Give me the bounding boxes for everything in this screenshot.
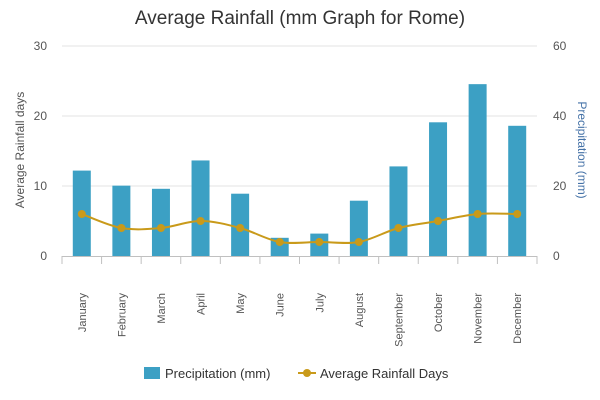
rainfall-days-point <box>394 224 403 232</box>
x-tick-label: May <box>235 293 247 314</box>
legend-bar-swatch <box>144 367 160 379</box>
x-tick-label: September <box>393 293 405 347</box>
precipitation-bar <box>508 125 527 256</box>
x-tick-label: December <box>512 293 524 344</box>
precipitation-bar <box>429 122 448 256</box>
rainfall-days-point <box>513 210 522 218</box>
chart-title: Average Rainfall (mm Graph for Rome) <box>135 8 465 29</box>
left-axis-ticks: 0 10 20 30 <box>34 39 48 263</box>
rainfall-days-path <box>81 212 518 245</box>
rainfall-days-point <box>77 210 86 218</box>
rainfall-days-point <box>315 238 324 246</box>
rainfall-days-point <box>236 224 245 232</box>
x-tick-label: August <box>354 293 366 327</box>
right-tick-label: 40 <box>553 109 567 123</box>
gridlines <box>62 45 537 187</box>
rainfall-days-point <box>473 210 482 218</box>
x-tick-label: February <box>116 293 128 338</box>
legend-rainfall-days[interactable]: Average Rainfall Days <box>320 366 449 381</box>
x-tick-label: January <box>77 293 89 333</box>
right-axis-label: Precipitation (mm) <box>575 101 589 198</box>
precipitation-bars <box>72 84 527 257</box>
rainfall-days-point <box>196 217 205 225</box>
left-axis-label: Average Rainfall days <box>13 92 27 209</box>
precipitation-bar <box>389 166 408 256</box>
left-tick-label: 10 <box>34 179 48 193</box>
x-axis: January February March April May June July Augu… <box>61 256 538 347</box>
rainfall-days-point <box>156 224 165 232</box>
precipitation-bar <box>151 188 170 256</box>
legend-precipitation[interactable]: Precipitation (mm) <box>165 366 270 381</box>
left-tick-label: 20 <box>34 109 48 123</box>
right-tick-label: 20 <box>553 179 567 193</box>
x-tick-label: March <box>156 293 168 324</box>
legend[interactable]: Precipitation (mm) Average Rainfall Days <box>144 366 449 381</box>
right-tick-label: 60 <box>553 39 567 53</box>
right-tick-label: 0 <box>553 249 560 263</box>
rainfall-days-point <box>354 238 363 246</box>
x-tick-label: October <box>433 293 445 332</box>
precipitation-bar <box>112 185 131 256</box>
x-tick-label: November <box>473 293 485 344</box>
left-tick-label: 30 <box>34 39 48 53</box>
precipitation-bar <box>468 84 487 257</box>
rainfall-days-point <box>117 224 126 232</box>
rainfall-days-line <box>77 210 522 246</box>
precipitation-bar <box>191 160 210 256</box>
x-tick-label: April <box>196 293 208 315</box>
rainfall-days-point <box>434 217 443 225</box>
rainfall-days-point <box>275 238 284 246</box>
x-tick-label: July <box>314 293 326 313</box>
left-tick-label: 0 <box>40 249 47 263</box>
right-axis-ticks: 0 20 40 60 <box>553 39 567 263</box>
legend-line-marker <box>303 369 311 377</box>
x-tick-label: June <box>275 293 287 317</box>
precipitation-bar <box>349 200 368 256</box>
